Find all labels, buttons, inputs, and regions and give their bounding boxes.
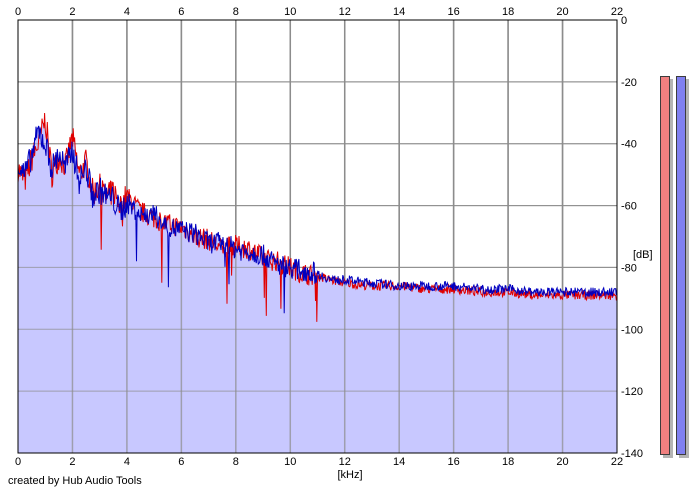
y-tick-label: -100: [621, 324, 643, 336]
x-tick-label-bottom: 10: [284, 456, 296, 468]
x-tick-label-top: 16: [448, 6, 460, 18]
y-tick-label: -60: [621, 201, 637, 213]
x-tick-label-bottom: 22: [611, 456, 623, 468]
tick-labels: 002244668810101212141416161818202022220-…: [15, 6, 643, 468]
x-tick-label-bottom: 6: [178, 456, 184, 468]
series-lines: [17, 112, 618, 322]
plot-frame: [17, 19, 618, 454]
x-tick-label-top: 18: [502, 6, 514, 18]
plot-border: [17, 19, 618, 454]
x-tick-label-bottom: 0: [15, 456, 21, 468]
series-line-blue: [17, 125, 618, 314]
x-tick-label-bottom: 12: [339, 456, 351, 468]
x-tick-label-top: 4: [124, 6, 130, 18]
x-tick-label-top: 8: [233, 6, 239, 18]
x-tick-label-top: 20: [556, 6, 568, 18]
x-tick-label-bottom: 2: [69, 456, 75, 468]
level-meter-right: [676, 75, 686, 455]
x-tick-label-top: 10: [284, 6, 296, 18]
y-tick-label: -20: [621, 77, 637, 89]
x-tick-label-bottom: 18: [502, 456, 514, 468]
x-tick-label-top: 2: [69, 6, 75, 18]
x-tick-label-bottom: 8: [233, 456, 239, 468]
credit-text: created by Hub Audio Tools: [8, 475, 142, 487]
x-axis-label: [kHz]: [337, 469, 362, 481]
x-tick-label-top: 14: [393, 6, 405, 18]
x-tick-label-bottom: 14: [393, 456, 405, 468]
level-meter-left: [660, 75, 670, 455]
x-tick-label-bottom: 4: [124, 456, 130, 468]
y-tick-label: 0: [621, 15, 627, 27]
x-tick-label-top: 12: [339, 6, 351, 18]
x-tick-label-bottom: 20: [556, 456, 568, 468]
y-tick-label: -40: [621, 139, 637, 151]
y-axis-label: [dB]: [633, 249, 653, 261]
x-tick-label-top: 22: [611, 6, 623, 18]
y-tick-label: -120: [621, 386, 643, 398]
x-tick-label-bottom: 16: [448, 456, 460, 468]
x-tick-label-top: 0: [15, 6, 21, 18]
series-line-red: [17, 112, 618, 322]
y-tick-label: -80: [621, 262, 637, 274]
y-tick-label: -140: [621, 448, 643, 460]
x-tick-label-top: 6: [178, 6, 184, 18]
